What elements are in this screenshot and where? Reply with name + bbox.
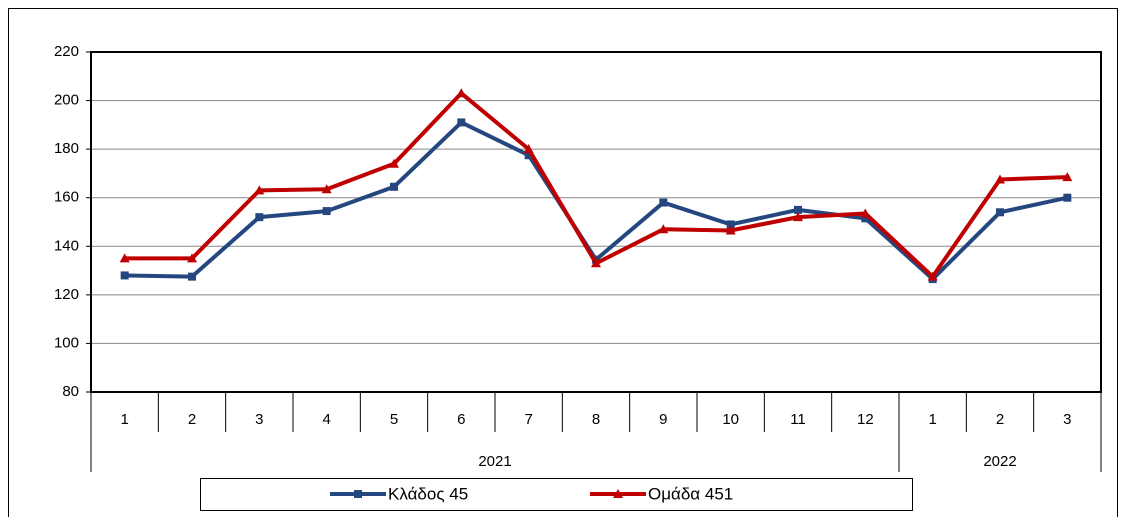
marker	[996, 208, 1004, 217]
legend-box	[200, 478, 913, 511]
plot-border	[90, 51, 1102, 393]
x-tick-label: 2	[188, 411, 196, 428]
x-tick-label: 9	[659, 411, 667, 428]
x-tick-label: 6	[457, 411, 465, 428]
marker	[995, 174, 1005, 184]
y-tick-label: 120	[54, 286, 79, 303]
legend-label: Ομάδα 451	[648, 484, 733, 503]
y-tick-label: 140	[54, 237, 79, 254]
group-label: 2021	[478, 453, 511, 470]
x-tick-label: 1	[120, 411, 128, 428]
marker	[1063, 193, 1072, 202]
group-label: 2022	[983, 453, 1016, 470]
marker	[1062, 172, 1073, 182]
x-tick-label: 1	[928, 411, 936, 428]
y-tick-label: 160	[54, 189, 79, 206]
y-tick-label: 180	[54, 140, 79, 157]
marker	[120, 271, 129, 280]
marker	[613, 489, 623, 498]
marker	[255, 213, 264, 222]
marker	[658, 224, 669, 234]
marker	[456, 88, 467, 98]
marker	[659, 198, 668, 207]
marker	[354, 490, 362, 498]
marker	[254, 185, 265, 195]
x-tick-label: 7	[524, 411, 532, 428]
marker	[321, 184, 332, 194]
marker	[119, 253, 130, 263]
x-tick-label: 2	[996, 411, 1004, 428]
marker	[927, 271, 938, 281]
marker	[322, 207, 331, 216]
marker	[725, 225, 736, 235]
marker	[457, 118, 466, 127]
marker	[389, 158, 399, 168]
marker	[726, 220, 735, 229]
y-tick-label: 100	[54, 334, 79, 351]
marker	[390, 182, 398, 191]
marker	[524, 151, 533, 160]
x-tick-label: 3	[255, 411, 263, 428]
marker	[523, 144, 534, 154]
x-tick-label: 3	[1063, 411, 1071, 428]
x-tick-label: 5	[390, 411, 398, 428]
marker	[794, 205, 802, 214]
x-tick-label: 10	[722, 411, 739, 428]
marker	[187, 253, 197, 263]
y-tick-label: 200	[54, 92, 79, 109]
plot-area	[91, 52, 1101, 392]
x-tick-label: 4	[322, 411, 330, 428]
y-tick-label: 80	[62, 383, 79, 400]
marker	[793, 212, 803, 222]
marker	[591, 258, 601, 268]
marker	[860, 208, 871, 218]
marker	[188, 272, 196, 281]
y-tick-label: 220	[54, 43, 79, 60]
marker	[861, 214, 870, 223]
x-tick-label: 8	[592, 411, 600, 428]
legend-label: Κλάδος 45	[388, 484, 468, 503]
x-tick-label: 12	[857, 411, 874, 428]
x-tick-label: 11	[790, 411, 806, 428]
